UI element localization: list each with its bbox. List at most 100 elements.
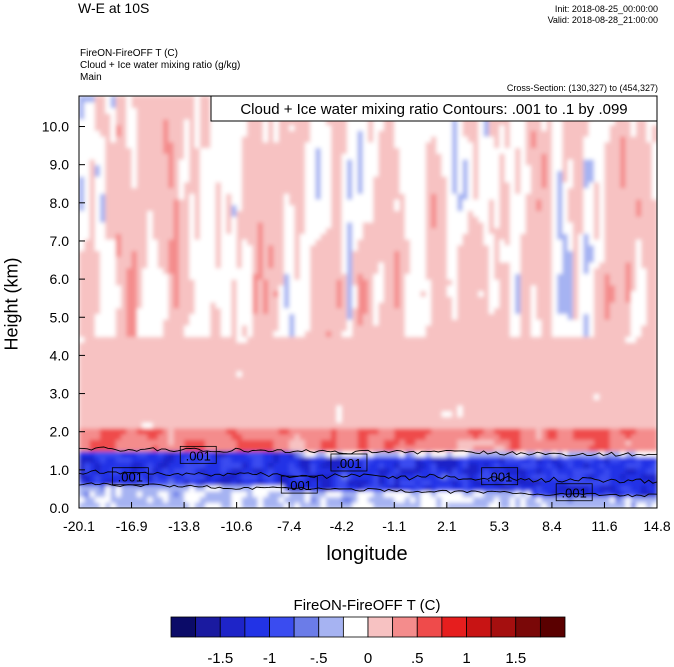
- field-cell: [315, 147, 322, 154]
- field-cell: [410, 239, 416, 246]
- field-cell: [79, 273, 85, 280]
- field-cell: [210, 479, 217, 486]
- field-cell: [299, 467, 306, 475]
- field-cell: [252, 342, 259, 349]
- field-cell: [131, 296, 138, 303]
- field-cell: [110, 113, 117, 120]
- field-cell: [210, 296, 217, 303]
- field-cell: [368, 353, 374, 360]
- field-cell: [178, 96, 185, 103]
- field-cell: [346, 410, 353, 418]
- field-cell: [410, 181, 416, 189]
- field-cell: [142, 393, 148, 400]
- field-cell: [110, 239, 117, 246]
- field-cell: [147, 267, 154, 274]
- field-cell: [357, 256, 364, 263]
- field-cell: [425, 141, 432, 149]
- field-cell: [189, 399, 196, 406]
- field-cell: [383, 387, 390, 395]
- field-cell: [236, 233, 243, 240]
- field-cell: [199, 181, 206, 189]
- field-cell: [268, 439, 275, 446]
- field-cell: [262, 324, 269, 332]
- field-cell: [236, 456, 243, 463]
- field-cell: [346, 227, 353, 234]
- field-cell: [226, 273, 232, 280]
- field-cell: [226, 227, 232, 234]
- field-cell: [184, 347, 190, 355]
- field-cell: [121, 427, 127, 435]
- field-cell: [294, 462, 301, 469]
- field-cell: [105, 439, 112, 446]
- field-cell: [252, 273, 259, 280]
- field-cell: [136, 181, 143, 189]
- field-cell: [184, 319, 190, 326]
- field-cell: [325, 439, 332, 446]
- field-cell: [247, 204, 253, 212]
- field-cell: [231, 485, 238, 492]
- field-cell: [147, 439, 154, 446]
- field-cell: [346, 273, 353, 280]
- field-cell: [404, 473, 411, 480]
- field-cell: [215, 296, 222, 303]
- field-cell: [299, 250, 306, 257]
- field-cell: [425, 118, 432, 126]
- field-cell: [294, 393, 301, 400]
- field-cell: [420, 227, 427, 234]
- field-cell: [315, 284, 322, 292]
- field-cell: [136, 290, 143, 297]
- field-cell: [168, 473, 175, 480]
- field-cell: [226, 216, 232, 223]
- field-cell: [346, 130, 353, 137]
- field-cell: [110, 336, 117, 343]
- field-cell: [289, 439, 296, 446]
- field-cell: [252, 153, 259, 160]
- field-cell: [173, 342, 180, 349]
- field-cell: [336, 284, 343, 292]
- field-cell: [100, 347, 106, 355]
- field-cell: [226, 496, 232, 503]
- field-cell: [173, 445, 180, 452]
- field-cell: [205, 153, 211, 160]
- field-cell: [436, 130, 443, 137]
- field-cell: [79, 433, 85, 440]
- field-cell: [368, 364, 374, 372]
- field-cell: [178, 456, 185, 463]
- field-cell: [368, 118, 374, 126]
- field-cell: [336, 427, 343, 435]
- field-cell: [152, 221, 159, 229]
- field-cell: [415, 410, 422, 418]
- field-cell: [431, 313, 437, 320]
- field-cell: [420, 359, 427, 366]
- field-cell: [173, 296, 180, 303]
- field-cell: [415, 473, 422, 480]
- field-cell: [131, 336, 138, 343]
- field-cell: [299, 261, 306, 269]
- field-cell: [389, 141, 395, 149]
- field-cell: [126, 342, 133, 349]
- field-cell: [352, 147, 359, 154]
- field-cell: [210, 130, 217, 137]
- field-cell: [404, 450, 411, 458]
- field-cell: [373, 393, 380, 400]
- field-cell: [383, 118, 390, 126]
- field-cell: [368, 405, 374, 412]
- field-cell: [310, 445, 317, 452]
- field-cell: [362, 319, 369, 326]
- field-cell: [352, 233, 359, 240]
- field-cell: [378, 399, 385, 406]
- field-cell: [436, 279, 443, 286]
- field-cell: [336, 307, 343, 315]
- field-cell: [215, 313, 222, 320]
- field-cell: [420, 290, 427, 297]
- field-cell: [152, 502, 159, 508]
- field-cell: [205, 496, 211, 503]
- field-cell: [115, 233, 122, 240]
- field-cell: [341, 490, 348, 498]
- field-cell: [394, 290, 401, 297]
- field-cell: [136, 376, 143, 383]
- field-cell: [220, 176, 227, 183]
- field-cell: [310, 462, 317, 469]
- field-cell: [399, 410, 406, 418]
- field-cell: [236, 422, 243, 429]
